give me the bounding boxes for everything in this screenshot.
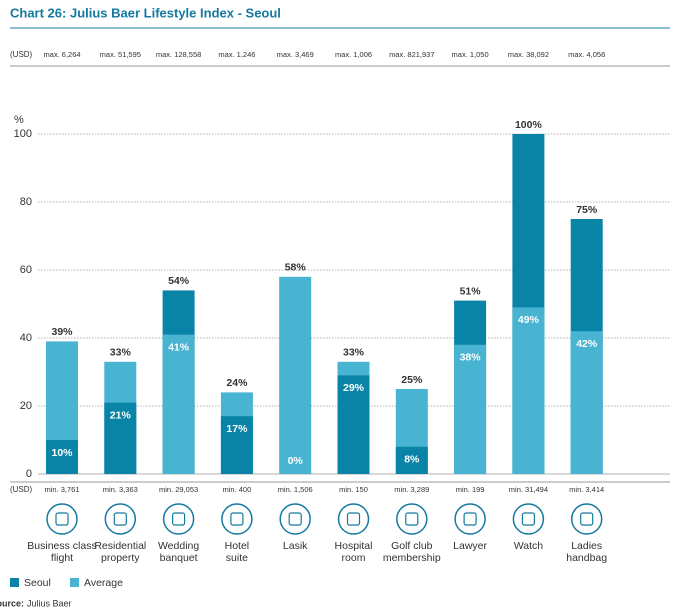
icon xyxy=(162,503,195,535)
icon xyxy=(570,503,603,535)
icon xyxy=(396,503,428,535)
max-label: max. 38,092 xyxy=(508,50,549,59)
x-tick-label: Lasik xyxy=(282,540,308,552)
value-label: 54% xyxy=(168,275,190,287)
value-label: 25% xyxy=(401,374,423,386)
max-label: max. 128,558 xyxy=(156,50,201,59)
icon xyxy=(337,503,370,535)
value-label: 42% xyxy=(576,338,598,350)
min-label: min. 199 xyxy=(456,485,485,494)
icon xyxy=(512,503,545,535)
y-tick-label: 80 xyxy=(20,196,32,208)
icon xyxy=(288,512,302,526)
icon xyxy=(221,503,253,535)
max-label: max. 821,937 xyxy=(389,50,434,59)
bar xyxy=(570,331,603,474)
value-label: 0% xyxy=(288,455,304,467)
y-tick-label: 60 xyxy=(20,264,32,276)
currency-label: (USD) xyxy=(10,485,33,494)
min-label: min. 3,289 xyxy=(394,485,429,494)
bar xyxy=(162,334,195,474)
icon xyxy=(46,503,78,535)
bar xyxy=(512,307,545,474)
value-label: 24% xyxy=(226,377,248,389)
max-label: max. 1,006 xyxy=(335,50,372,59)
value-label: 17% xyxy=(226,423,248,435)
x-tick-label: Hospital room xyxy=(334,540,373,564)
x-tick-label: Wedding banquet xyxy=(157,540,200,564)
bar xyxy=(454,344,487,474)
value-label: 33% xyxy=(343,347,365,359)
value-label: 29% xyxy=(343,382,365,394)
min-label: min. 400 xyxy=(223,485,252,494)
y-tick-label: 100 xyxy=(14,128,32,140)
icon xyxy=(279,503,311,535)
min-label: min. 31,494 xyxy=(509,485,548,494)
max-label: max. 4,056 xyxy=(568,50,605,59)
x-tick-label: Business class flight xyxy=(27,540,97,564)
icon xyxy=(405,512,419,526)
icon xyxy=(55,512,69,526)
icon xyxy=(521,512,536,526)
x-tick-label: Lawyer xyxy=(453,540,488,552)
x-tick-label: Ladies handbag xyxy=(566,540,608,564)
bar xyxy=(220,416,253,474)
icon xyxy=(230,512,244,526)
y-tick-label: 40 xyxy=(20,332,32,344)
chart-title: Chart 26: Julius Baer Lifestyle Index - … xyxy=(10,5,281,20)
min-label: min. 3,761 xyxy=(44,485,79,494)
min-label: min. 150 xyxy=(339,485,368,494)
icon xyxy=(346,512,361,526)
max-label: max. 1,246 xyxy=(218,50,255,59)
legend-swatch xyxy=(10,578,19,587)
icon xyxy=(113,512,127,526)
icon xyxy=(463,512,477,526)
value-label: 8% xyxy=(404,454,420,466)
y-tick-label: 0 xyxy=(26,468,32,480)
min-label: min. 1,506 xyxy=(278,485,313,494)
legend-swatch xyxy=(70,578,79,587)
value-label: 21% xyxy=(110,409,132,421)
value-label: 33% xyxy=(110,347,132,359)
legend-label: Average xyxy=(84,577,123,589)
source-label: Source: xyxy=(0,598,24,608)
value-label: 39% xyxy=(51,326,73,338)
value-label: 49% xyxy=(518,314,540,326)
value-label: 41% xyxy=(168,341,190,353)
min-label: min. 3,414 xyxy=(569,485,604,494)
bar xyxy=(279,276,312,474)
legend-label: Seoul xyxy=(24,577,51,589)
icon xyxy=(454,503,486,535)
value-label: 100% xyxy=(515,119,543,131)
min-label: min. 29,053 xyxy=(159,485,198,494)
value-label: 51% xyxy=(460,285,482,297)
x-tick-label: Golf club membership xyxy=(382,540,441,564)
max-label: max. 51,595 xyxy=(100,50,141,59)
x-tick-label: Residential property xyxy=(94,540,147,564)
y-tick-label: 20 xyxy=(20,400,32,412)
max-label: max. 3,469 xyxy=(277,50,314,59)
x-tick-label: Hotel suite xyxy=(224,540,250,564)
currency-label: (USD) xyxy=(10,50,33,59)
value-label: 10% xyxy=(51,447,73,459)
value-label: 75% xyxy=(576,204,598,216)
source: Julius Baer xyxy=(27,598,72,608)
min-label: min. 3,363 xyxy=(103,485,138,494)
bar xyxy=(46,440,78,474)
icon xyxy=(580,512,594,526)
max-label: max. 1,050 xyxy=(452,50,489,59)
value-label: 58% xyxy=(285,262,307,274)
value-label: 38% xyxy=(460,352,482,364)
icon xyxy=(172,512,186,526)
max-label: max. 6,264 xyxy=(43,50,80,59)
bar xyxy=(104,402,137,474)
icon xyxy=(104,503,137,535)
bar xyxy=(337,375,370,474)
bar xyxy=(395,446,428,474)
y-axis-label: % xyxy=(14,114,24,126)
x-tick-label: Watch xyxy=(513,540,544,552)
